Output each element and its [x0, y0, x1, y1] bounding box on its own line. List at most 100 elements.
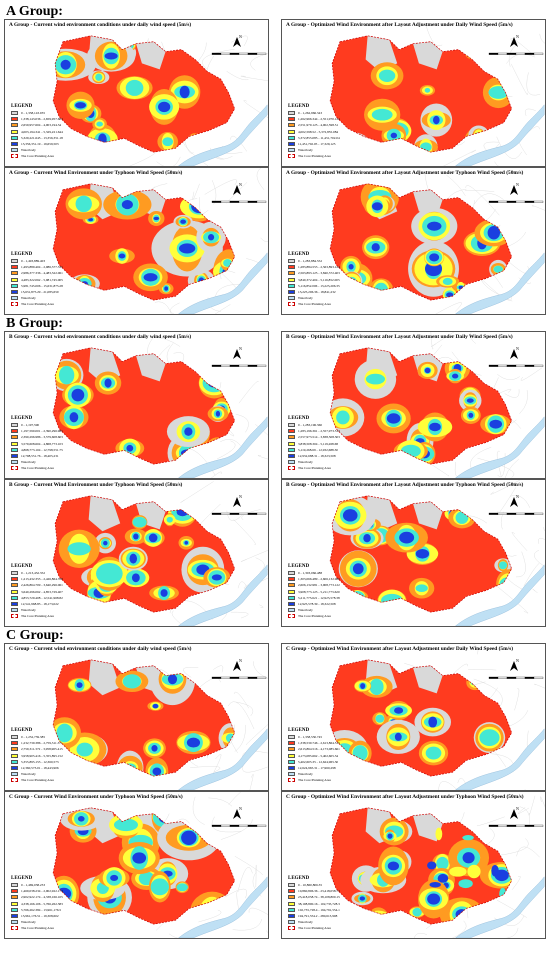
legend-label: The Core Planning Area — [21, 614, 54, 619]
legend-item: 12,541,968.83 - 18,173,022 — [11, 601, 93, 607]
legend-item: 1,283,884.553 - 2,563,893.124 — [288, 264, 370, 270]
north-arrow-icon: N — [510, 182, 519, 195]
legend-swatch — [11, 447, 18, 452]
north-arrow-icon: N — [233, 806, 242, 819]
legend-item: 102,735,728.4 - 194,791,554.1 — [288, 907, 370, 913]
wind-environment-map — [52, 333, 268, 478]
legend-swatch — [288, 441, 295, 446]
wind-environment-map — [52, 481, 268, 626]
legend-swatch — [11, 577, 18, 582]
map-legend: LEGEND 0 - 1,232,739.385 1,232,739.386 - 2… — [11, 728, 93, 784]
legend-swatch — [11, 914, 18, 919]
core-planning-area-boundary — [52, 807, 236, 925]
panel-title: B Group - Optimized Wind Environment aft… — [286, 334, 513, 340]
legend-item: 1,262,966.344 - 2,551,970.124 — [288, 116, 370, 122]
legend-swatch — [288, 283, 295, 288]
legend-swatch — [288, 429, 295, 434]
map-panel: B Group - Current wind environment condi… — [4, 331, 269, 479]
legend-swatch — [288, 571, 295, 576]
legend-swatch — [288, 914, 295, 919]
north-arrow-icon: N — [233, 34, 242, 47]
legend-label: The Core Planning Area — [21, 302, 54, 307]
legend-swatch — [11, 429, 18, 434]
legend-item: 3,838,508.304 - 5,119,268.68 — [288, 441, 370, 447]
legend-item: 2,426,864.709 - 3,640,296.061 — [11, 582, 93, 588]
legend-item: Waterbody — [288, 771, 370, 777]
legend-label: 1,283,884.553 - 2,563,893.124 — [298, 265, 340, 270]
legend-swatch — [11, 460, 18, 465]
north-arrow-icon: N — [233, 346, 242, 359]
legend-item: 1,338,143.036 - 2,659,957.603 — [11, 116, 93, 122]
wind-environment-map — [329, 480, 545, 626]
north-label: N — [239, 494, 242, 499]
wind-environment-map — [329, 644, 545, 790]
legend-title: LEGEND — [11, 104, 33, 109]
legend-label: 4,173,085.662 - 5,402,605.34 — [298, 753, 339, 758]
north-arrow-icon: N — [510, 494, 519, 507]
legend-label: 23,418,058.74 - 38,108,800.15 — [298, 895, 340, 900]
map-panel: A Group - Current Wind Environment under… — [4, 167, 269, 315]
legend-item: Waterbody — [11, 919, 93, 925]
legend-swatch — [288, 460, 295, 465]
legend-swatch — [11, 296, 18, 301]
legend-label: 0 - 1,283,884.552 — [298, 259, 323, 264]
legend-item: 1,213,432.353 - 2,426,864.708 — [11, 576, 93, 582]
legend-swatch — [11, 259, 18, 264]
legend-title: LEGEND — [11, 876, 33, 881]
legend-item: 1,283,196.361 - 2,557,973.513 — [288, 428, 370, 434]
legend-swatch — [288, 154, 295, 159]
legend-item: Waterbody — [288, 919, 370, 925]
scale-bar — [211, 512, 267, 515]
panel-title: C Group - Optimized Wind Environment aft… — [286, 794, 524, 800]
wind-environment-map — [329, 795, 545, 938]
legend-label: 2,551,970.125 - 4,002,598.51 — [298, 123, 339, 128]
north-arrow-icon: N — [233, 494, 242, 507]
legend-item: 4,002,598.52 - 5,372,855.084 — [288, 129, 370, 135]
legend-swatch — [288, 883, 295, 888]
legend-label: 5,116,852.006 - 13,225,206.35 — [298, 283, 340, 288]
legend-label: 5,211,773.621 - 12,925,578.38 — [298, 595, 340, 600]
legend-swatch — [11, 735, 18, 740]
waterbody-river — [455, 416, 545, 478]
legend-item: The Core Planning Area — [11, 153, 93, 159]
legend-swatch — [11, 271, 18, 276]
legend-label: 1,283,196.361 - 2,557,973.513 — [298, 429, 340, 434]
legend-label: 3,838,508.304 - 5,119,268.68 — [298, 441, 338, 446]
legend-label: 0 - 1,283,196.360 — [298, 423, 323, 428]
legend-swatch — [288, 589, 295, 594]
map-legend: LEGEND 0 - 1,469,038.233 1,469,038.234 - 2… — [11, 876, 93, 932]
legend-label: 12,541,968.83 - 18,173,022 — [21, 602, 59, 607]
map-panel: C Group - Current Wind Environment under… — [4, 791, 269, 939]
legend-label: 0 - 1,262,966.343 — [298, 111, 323, 116]
wind-environment-map — [52, 659, 268, 790]
north-arrow-icon: N — [510, 346, 519, 359]
legend-label: 102,735,728.4 - 194,791,554.1 — [298, 907, 340, 912]
north-label: N — [516, 806, 519, 811]
north-label: N — [516, 494, 519, 499]
legend-swatch — [11, 741, 18, 746]
legend-swatch — [288, 466, 295, 471]
legend-label: Waterbody — [21, 148, 36, 153]
core-planning-area-boundary — [329, 35, 513, 153]
legend-swatch — [11, 441, 18, 446]
legend-label: 4,002,598.52 - 5,372,855.084 — [298, 129, 339, 134]
legend-item: 0 - 1,338,530.745 — [288, 734, 370, 740]
legend-label: 1,469,038.234 - 2,902,922.173 — [21, 889, 63, 894]
legend-item: 5,372,855.085 - 11,451,702.04 — [288, 135, 370, 141]
north-label: N — [239, 806, 242, 811]
legend-swatch — [288, 435, 295, 440]
north-label: N — [239, 346, 242, 351]
legend-label: 12,932,688.31 - 18,323,508 — [298, 454, 336, 459]
legend-title: LEGEND — [288, 416, 310, 421]
legend-swatch — [288, 901, 295, 906]
legend-item: Waterbody — [11, 147, 93, 153]
scale-bar — [488, 676, 544, 679]
legend-label: The Core Planning Area — [298, 154, 331, 159]
waterbody-river — [455, 564, 545, 626]
legend-title: LEGEND — [11, 252, 33, 257]
legend-title: LEGEND — [11, 564, 33, 569]
legend-label: 3,640,296.062 - 4,853,729.407 — [21, 589, 63, 594]
legend-label: 0 - 1,303,066.488 — [298, 571, 323, 576]
legend-swatch — [288, 608, 295, 613]
group-heading: A Group: — [6, 4, 63, 19]
